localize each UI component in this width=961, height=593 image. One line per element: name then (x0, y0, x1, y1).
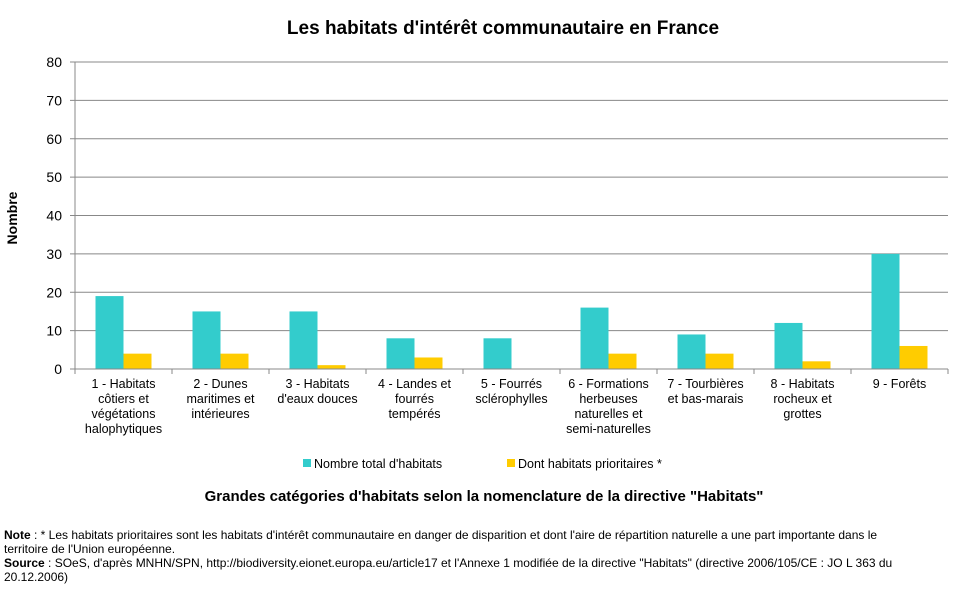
legend-label-total: Nombre total d'habitats (314, 457, 442, 471)
note-label: Note (4, 528, 31, 542)
gridlines (75, 61, 948, 332)
y-axis-ticks: 0 10 20 30 40 50 60 70 80 (46, 54, 75, 377)
y-tick-label: 20 (46, 284, 62, 300)
source-text: : SOeS, d'après MNHN/SPN, http://biodive… (4, 556, 893, 584)
y-tick-label: 0 (54, 361, 62, 377)
bar-total (580, 307, 609, 369)
bars (95, 253, 928, 369)
bar-chart: Les habitats d'intérêt communautaire en … (4, 18, 949, 505)
x-category-label: 8 - Habitats rocheux et grottes (771, 377, 835, 421)
x-category-label: 5 - Fourrés sclérophylles (475, 377, 547, 406)
x-category-label: 4 - Landes et fourrés tempérés (378, 377, 451, 421)
x-category-label: 7 - Tourbières et bas-marais (667, 377, 743, 406)
y-tick-label: 50 (46, 169, 62, 185)
y-axis-label: Nombre (4, 191, 20, 244)
bar-total (677, 334, 706, 369)
bar-total (95, 296, 124, 369)
bar-prioritaires (899, 345, 928, 369)
bar-prioritaires (802, 361, 831, 369)
source-paragraph: Source : SOeS, d'après MNHN/SPN, http://… (4, 556, 924, 584)
legend-label-prioritaires: Dont habitats prioritaires * (518, 457, 662, 471)
x-category-label: 6 - Formations herbeuses naturelles et semi… (566, 377, 651, 436)
x-axis-categories: 1 - Habitats côtiers et végétations halophy… (85, 377, 926, 436)
bar-prioritaires (220, 353, 249, 369)
legend-swatch-prioritaires (507, 459, 515, 467)
bar-prioritaires (608, 353, 637, 369)
note-text: : * Les habitats prioritaires sont les h… (4, 528, 878, 556)
note-paragraph: Note : * Les habitats prioritaires sont … (4, 528, 924, 556)
legend-swatch-total (303, 459, 311, 467)
legend: Nombre total d'habitats Dont habitats pr… (303, 457, 662, 471)
bar-total (289, 311, 318, 369)
y-tick-label: 40 (46, 208, 62, 224)
chart-title: Les habitats d'intérêt communautaire en … (287, 18, 719, 39)
x-axis-label: Grandes catégories d'habitats selon la n… (205, 488, 764, 505)
bar-total (483, 338, 512, 369)
y-tick-label: 60 (46, 131, 62, 147)
y-tick-label: 80 (46, 54, 62, 70)
bar-total (192, 311, 221, 369)
source-label: Source (4, 556, 45, 570)
bar-prioritaires (123, 353, 152, 369)
y-tick-label: 30 (46, 246, 62, 262)
x-category-label: 1 - Habitats côtiers et végétations halophy… (85, 377, 162, 436)
y-tick-label: 70 (46, 92, 62, 108)
bar-total (774, 322, 803, 369)
axes (74, 62, 949, 374)
bar-prioritaires (317, 365, 346, 369)
bar-prioritaires (414, 357, 443, 369)
chart-notes: Note : * Les habitats prioritaires sont … (4, 528, 924, 584)
x-category-label: 3 - Habitats d'eaux douces (277, 377, 357, 406)
x-category-label: 2 - Dunes maritimes et intérieures (186, 377, 255, 421)
x-category-label: 9 - Forêts (873, 377, 927, 391)
bar-total (386, 338, 415, 369)
y-tick-label: 10 (46, 323, 62, 339)
bar-total (871, 253, 900, 369)
bar-prioritaires (705, 353, 734, 369)
